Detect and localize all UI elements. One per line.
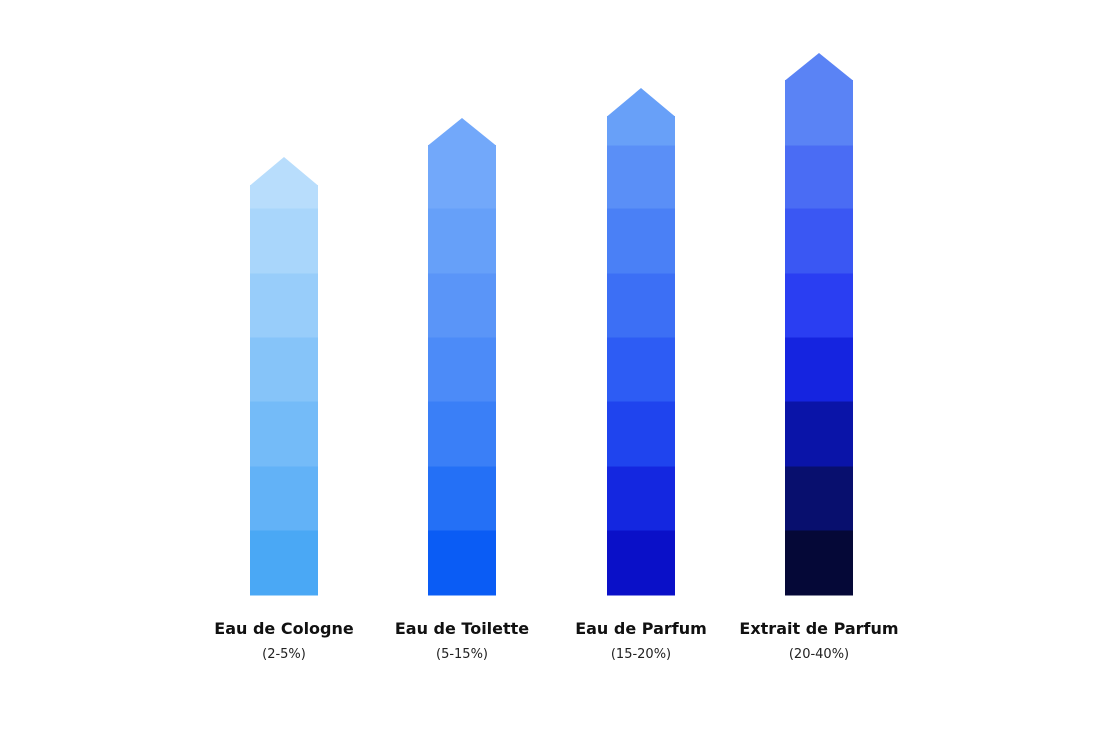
segment: [607, 116, 675, 146]
column: [785, 53, 853, 596]
segment: [607, 530, 675, 596]
item-name: Eau de Toilette: [395, 619, 529, 638]
segment: [250, 466, 318, 531]
segment: [785, 273, 853, 338]
item-range: (5-15%): [436, 647, 488, 662]
segment: [607, 208, 675, 274]
segment: [785, 337, 853, 402]
segment: [250, 208, 318, 274]
segment: [250, 401, 318, 467]
segment: [785, 466, 853, 531]
segment: [607, 401, 675, 467]
segment: [607, 337, 675, 402]
item-range: (2-5%): [262, 647, 306, 662]
segment: [785, 401, 853, 467]
segment: [250, 185, 318, 209]
arrow-head: [428, 118, 496, 146]
segment: [428, 401, 496, 467]
segment: [428, 337, 496, 402]
item-name: Extrait de Parfum: [739, 619, 898, 638]
segment: [250, 530, 318, 596]
segment: [428, 145, 496, 209]
item-range: (20-40%): [789, 647, 849, 662]
segment: [607, 145, 675, 209]
arrow-head: [607, 88, 675, 117]
segment: [785, 208, 853, 274]
column: [607, 88, 675, 596]
segment: [607, 466, 675, 531]
segment: [428, 530, 496, 596]
column: [428, 118, 496, 596]
column: [250, 157, 318, 596]
segment: [250, 273, 318, 338]
segment: [428, 208, 496, 274]
arrow-head: [250, 157, 318, 186]
segment: [785, 145, 853, 209]
segment: [428, 466, 496, 531]
item-name: Eau de Cologne: [214, 619, 354, 638]
segment: [428, 273, 496, 338]
segment: [607, 273, 675, 338]
segment: [250, 337, 318, 402]
item-range: (15-20%): [611, 647, 671, 662]
segment: [785, 530, 853, 596]
arrow-head: [785, 53, 853, 81]
item-name: Eau de Parfum: [575, 619, 707, 638]
segment: [785, 80, 853, 146]
